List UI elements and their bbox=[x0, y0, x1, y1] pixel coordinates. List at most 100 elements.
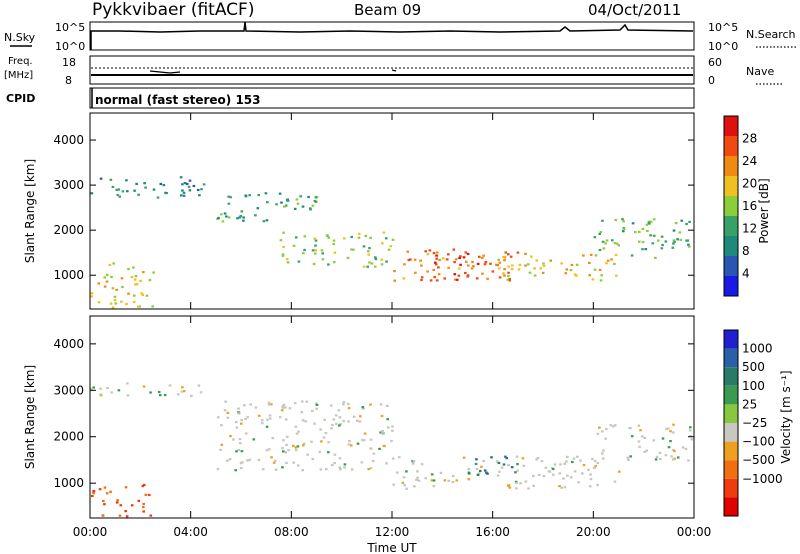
power-cell bbox=[459, 255, 462, 258]
power-cell bbox=[142, 271, 145, 274]
velocity-cell bbox=[600, 452, 604, 455]
power-colorbar-tick: 28 bbox=[742, 132, 757, 146]
power-cell bbox=[97, 301, 101, 304]
velocity-cell bbox=[687, 459, 690, 462]
power-colorbar-cell bbox=[724, 256, 738, 276]
power-cell bbox=[364, 234, 368, 237]
power-cell bbox=[262, 220, 266, 223]
power-cell bbox=[508, 279, 511, 282]
velocity-cell bbox=[382, 444, 386, 448]
power-cell bbox=[179, 176, 183, 179]
power-ytick-label: 3000 bbox=[53, 178, 84, 192]
velocity-cell bbox=[547, 470, 551, 473]
power-cell bbox=[434, 263, 438, 266]
power-cell bbox=[103, 285, 107, 288]
velocity-cell bbox=[190, 394, 193, 397]
velocity-cell bbox=[91, 494, 94, 498]
velocity-cell bbox=[348, 440, 351, 443]
velocity-colorbar-cell bbox=[724, 367, 738, 386]
power-cell bbox=[426, 253, 430, 256]
velocity-cell bbox=[593, 466, 596, 469]
power-cell bbox=[299, 195, 302, 198]
velocity-cell bbox=[507, 484, 511, 487]
power-cell bbox=[437, 266, 440, 269]
power-cell bbox=[121, 285, 124, 289]
velocity-marks bbox=[90, 382, 694, 518]
velocity-cell bbox=[367, 468, 370, 471]
nsearch-tick-bottom: 10^0 bbox=[708, 40, 738, 53]
velocity-cell bbox=[432, 485, 436, 488]
power-cell bbox=[672, 242, 675, 245]
velocity-ytick-label: 4000 bbox=[53, 337, 84, 351]
power-cell bbox=[507, 274, 510, 278]
velocity-cell bbox=[319, 468, 323, 471]
velocity-cell bbox=[667, 427, 670, 430]
velocity-cell bbox=[490, 456, 493, 459]
power-cell bbox=[286, 261, 290, 264]
velocity-colorbar-cell bbox=[724, 460, 738, 479]
velocity-cell bbox=[237, 412, 241, 415]
velocity-cell bbox=[240, 419, 243, 422]
power-cell bbox=[370, 262, 374, 265]
power-cell bbox=[367, 253, 370, 256]
velocity-cell bbox=[241, 461, 244, 464]
velocity-cell bbox=[219, 448, 222, 451]
velocity-cell bbox=[149, 514, 153, 517]
velocity-cell bbox=[535, 458, 538, 461]
power-cell bbox=[480, 256, 484, 260]
time-tick-label: 00:00 bbox=[677, 525, 712, 539]
velocity-cell bbox=[563, 486, 567, 489]
velocity-cell bbox=[673, 457, 676, 460]
power-cell bbox=[495, 263, 498, 266]
power-cell bbox=[482, 254, 485, 257]
velocity-cell bbox=[142, 502, 145, 506]
power-colorbar-tick: 8 bbox=[742, 244, 750, 258]
velocity-cell bbox=[281, 466, 284, 469]
power-cell bbox=[652, 218, 656, 221]
power-cell bbox=[457, 274, 461, 277]
velocity-colorbar-cell bbox=[724, 348, 738, 368]
power-cell bbox=[109, 178, 113, 181]
velocity-cell bbox=[235, 426, 239, 429]
velocity-cell bbox=[315, 403, 319, 406]
velocity-cell bbox=[92, 490, 96, 493]
power-cell bbox=[565, 268, 569, 271]
power-cell bbox=[303, 235, 307, 238]
power-cell bbox=[134, 283, 137, 286]
velocity-cell bbox=[467, 468, 471, 471]
velocity-cell bbox=[287, 449, 290, 452]
power-cell bbox=[248, 194, 251, 197]
velocity-cell bbox=[278, 416, 282, 419]
power-cell bbox=[407, 258, 411, 262]
velocity-cell bbox=[398, 456, 401, 459]
velocity-cell bbox=[304, 420, 307, 423]
beam-label: Beam 09 bbox=[354, 1, 421, 19]
velocity-cell bbox=[333, 453, 337, 456]
power-cell bbox=[611, 239, 614, 242]
velocity-cell bbox=[432, 479, 436, 482]
power-cell bbox=[293, 207, 297, 210]
power-cell bbox=[112, 262, 115, 265]
power-cell bbox=[362, 245, 366, 248]
power-colorbar-frame bbox=[723, 115, 739, 297]
velocity-cell bbox=[284, 418, 288, 421]
velocity-cell bbox=[142, 510, 145, 513]
power-cell bbox=[380, 263, 384, 266]
velocity-cell bbox=[369, 447, 373, 450]
velocity-colorbar-tick: 500 bbox=[742, 360, 765, 374]
velocity-cell bbox=[349, 444, 353, 447]
velocity-cell bbox=[390, 439, 393, 443]
velocity-ytick-label: 1000 bbox=[53, 476, 84, 490]
power-cell bbox=[507, 271, 510, 274]
velocity-cell bbox=[296, 464, 300, 467]
velocity-cell bbox=[439, 471, 443, 474]
velocity-cell bbox=[640, 435, 644, 438]
power-cell bbox=[352, 248, 355, 251]
power-cell bbox=[135, 283, 139, 286]
velocity-cell bbox=[601, 457, 605, 460]
power-cell bbox=[387, 248, 391, 251]
velocity-cell bbox=[524, 480, 528, 483]
velocity-cell bbox=[672, 423, 675, 426]
velocity-cell bbox=[430, 473, 434, 476]
power-cell bbox=[229, 196, 232, 199]
